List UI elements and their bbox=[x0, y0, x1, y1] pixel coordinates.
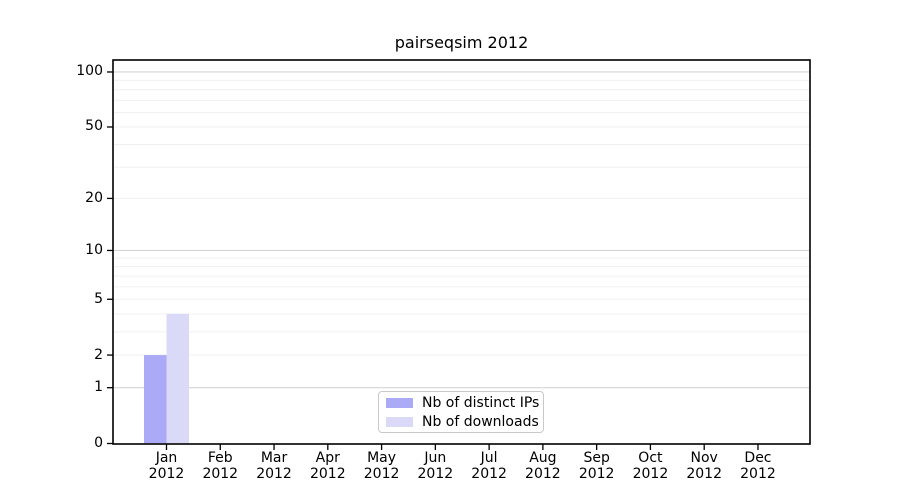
legend: Nb of distinct IPs Nb of downloads bbox=[378, 391, 544, 433]
y-tick-label: 5 bbox=[94, 290, 103, 307]
chart-title: pairseqsim 2012 bbox=[394, 33, 529, 52]
y-tick-label: 100 bbox=[76, 63, 103, 80]
y-tick-label: 2 bbox=[94, 346, 103, 363]
y-tick-label: 0 bbox=[94, 435, 103, 451]
x-tick-label: Sep 2012 bbox=[578, 450, 615, 482]
legend-item-downloads: Nb of downloads bbox=[386, 414, 543, 430]
plot-frame bbox=[112, 59, 811, 445]
y-tick-label: 10 bbox=[85, 241, 103, 258]
x-tick-label: Jan 2012 bbox=[148, 450, 185, 482]
x-tick-label: Mar 2012 bbox=[256, 450, 292, 482]
x-tick-label: May 2012 bbox=[363, 450, 400, 482]
x-tick-label: Aug 2012 bbox=[525, 450, 561, 482]
x-tick-label: Oct 2012 bbox=[632, 450, 669, 482]
distinct-ips-swatch-icon bbox=[386, 397, 413, 408]
y-tick-label: 1 bbox=[94, 379, 103, 396]
downloads-swatch-icon bbox=[386, 416, 413, 427]
x-tick-label: Apr 2012 bbox=[309, 450, 346, 482]
x-tick-label: Jun 2012 bbox=[417, 450, 454, 482]
legend-item-distinct-ips: Nb of distinct IPs bbox=[386, 395, 543, 411]
x-tick-label: Jul 2012 bbox=[471, 450, 507, 482]
x-tick-label: Feb 2012 bbox=[202, 450, 239, 482]
legend-label: Nb of downloads bbox=[422, 413, 539, 430]
y-tick-label: 20 bbox=[85, 189, 103, 206]
x-tick-label: Nov 2012 bbox=[686, 450, 723, 482]
x-tick-label: Dec 2012 bbox=[740, 450, 776, 482]
bar-distinct-ips bbox=[144, 355, 167, 444]
y-tick-label: 50 bbox=[85, 118, 103, 135]
legend-label: Nb of distinct IPs bbox=[422, 394, 540, 411]
bar-downloads bbox=[166, 313, 189, 444]
